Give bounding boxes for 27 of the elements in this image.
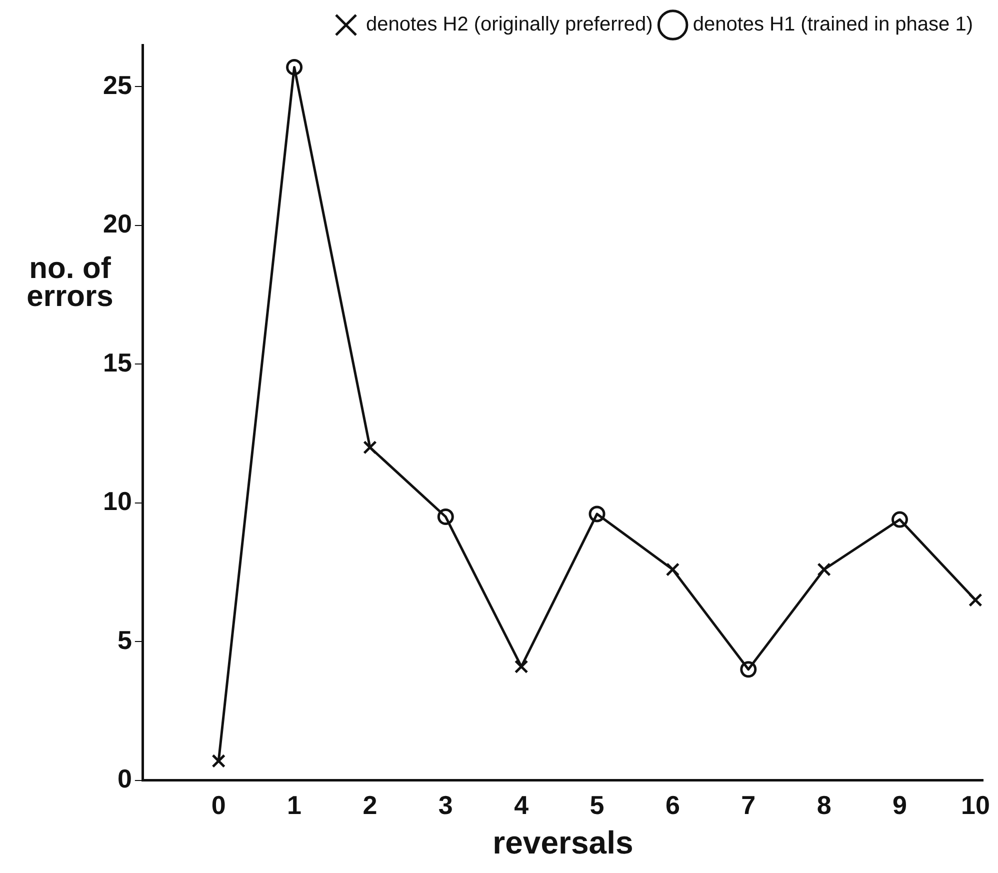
- x-tick-label: 4: [514, 790, 530, 820]
- x-tick-label: 8: [816, 790, 832, 820]
- x-axis-title: reversals: [492, 824, 634, 861]
- x-tick-label: 5: [590, 790, 604, 820]
- point: [666, 562, 680, 576]
- x-tick-label: 2: [362, 790, 378, 820]
- y-tick-label: 10: [103, 486, 132, 516]
- x-tick-label: 9: [892, 790, 907, 820]
- y-axis-title: no. of errors: [26, 252, 114, 313]
- x-tick-label: 1: [287, 790, 302, 820]
- y-tick-label: 15: [103, 347, 132, 378]
- legend-label: denotes H1 (trained in phase 1): [692, 14, 974, 36]
- point: [212, 754, 226, 768]
- y-tick-label: 20: [103, 208, 132, 239]
- point: [514, 660, 528, 674]
- x-tick-label: 10: [960, 790, 990, 820]
- legend-label: denotes H2 (originally preferred): [366, 14, 653, 36]
- x-tick-label: 7: [741, 790, 756, 820]
- x-tick-label: 6: [665, 790, 680, 820]
- x-tick-label: 3: [438, 790, 453, 820]
- point: [968, 593, 982, 607]
- y-tick-label: 25: [103, 70, 132, 100]
- point: [817, 562, 831, 576]
- point: [363, 440, 377, 454]
- y-tick-label: 0: [117, 764, 132, 794]
- y-tick-label: 5: [117, 624, 132, 655]
- x-tick-label: 0: [211, 790, 226, 820]
